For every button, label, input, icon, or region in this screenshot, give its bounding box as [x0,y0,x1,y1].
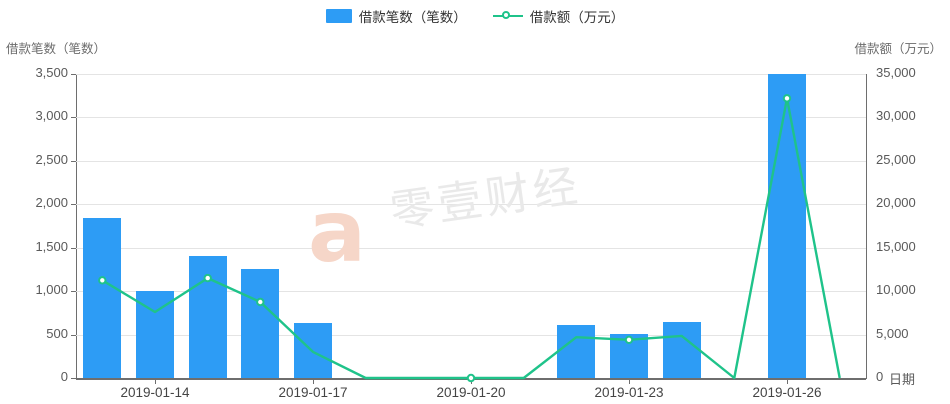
y-axis-right-title: 借款额（万元） [854,42,942,56]
y-axis-right-tick-label: 35,000 [876,65,916,80]
plot-area [76,74,866,383]
bar[interactable] [662,321,701,378]
x-axis-tick-mark [787,378,788,384]
line-marker[interactable] [98,276,107,285]
y-axis-right-tick-mark [862,378,867,379]
x-axis-tick-label: 2019-01-14 [120,385,190,400]
legend-bar-swatch-icon [325,9,352,23]
y-axis-right-tick-label: 25,000 [876,151,916,167]
legend-line-swatch-icon [492,10,523,22]
y-axis-left-tick-mark [71,117,76,119]
y-axis-left-tick-label: 0 [60,369,68,384]
y-axis-left-line [76,74,77,379]
y-axis-left-tick-label: 2,500 [35,151,68,167]
legend-label-bar: 借款笔数（笔数） [358,10,467,25]
x-axis-tick-mark [313,378,314,384]
x-axis-tick-label: 2019-01-17 [278,385,348,400]
line-series [98,94,841,383]
line-marker[interactable] [466,373,476,383]
legend-label-line: 借款额（万元） [529,10,625,25]
y-axis-left-tick-label: 1,000 [35,282,68,298]
bar[interactable] [241,269,280,378]
y-axis-left-tick-mark [71,160,76,162]
bar[interactable] [557,325,596,378]
y-axis-right-tick-label: 0 [876,369,884,384]
y-axis-right-tick-label: 20,000 [876,195,916,211]
line-marker[interactable] [624,335,634,344]
y-axis-left-tick-mark [71,247,76,249]
legend-item-bar[interactable]: 借款笔数（笔数） [325,6,467,26]
bar[interactable] [768,74,806,378]
y-axis-right-tick-label: 15,000 [876,238,916,254]
y-axis-left-tick-mark [71,204,76,206]
y-axis-left-tick-label: 500 [46,325,68,341]
gridline [76,291,866,293]
y-axis-left-tick-mark [71,378,76,379]
y-axis-left-tick-mark [71,334,76,336]
y-axis-left-tick-label: 3,500 [35,65,68,80]
chart-legend: 借款笔数（笔数） 借款额（万元） [0,6,950,26]
y-axis-left-tick-label: 1,500 [35,238,68,254]
bar[interactable] [83,218,122,378]
y-axis-left-title: 借款笔数（笔数） [6,42,107,56]
x-axis-tick-label: 2019-01-23 [594,385,664,400]
gridline [76,74,866,75]
legend-item-line[interactable]: 借款额（万元） [492,6,625,26]
gridline [76,117,866,119]
gridline [76,160,866,162]
x-axis-unit-label: 日期 [889,372,916,387]
y-axis-left-tick-mark [71,74,76,75]
x-axis-tick-label: 2019-01-26 [752,385,822,400]
y-axis-left-tick-label: 2,000 [35,195,68,211]
y-axis-right-tick-label: 5,000 [876,325,909,341]
line-marker[interactable] [256,297,265,307]
x-axis-tick-mark [629,378,630,384]
line-path [101,97,841,380]
y-axis-left-tick-label: 3,000 [35,108,68,124]
gridline [76,247,866,249]
x-axis-tick-label: 2019-01-20 [436,385,506,400]
gridline [76,334,866,336]
y-axis-right-tick-label: 10,000 [876,282,916,298]
gridline [76,204,866,206]
line-marker[interactable] [782,94,792,103]
x-axis-tick-mark [155,378,156,384]
y-axis-left-tick-mark [71,291,76,293]
y-axis-right-line [866,74,867,379]
y-axis-right-tick-label: 30,000 [876,108,916,124]
line-marker[interactable] [203,273,212,283]
